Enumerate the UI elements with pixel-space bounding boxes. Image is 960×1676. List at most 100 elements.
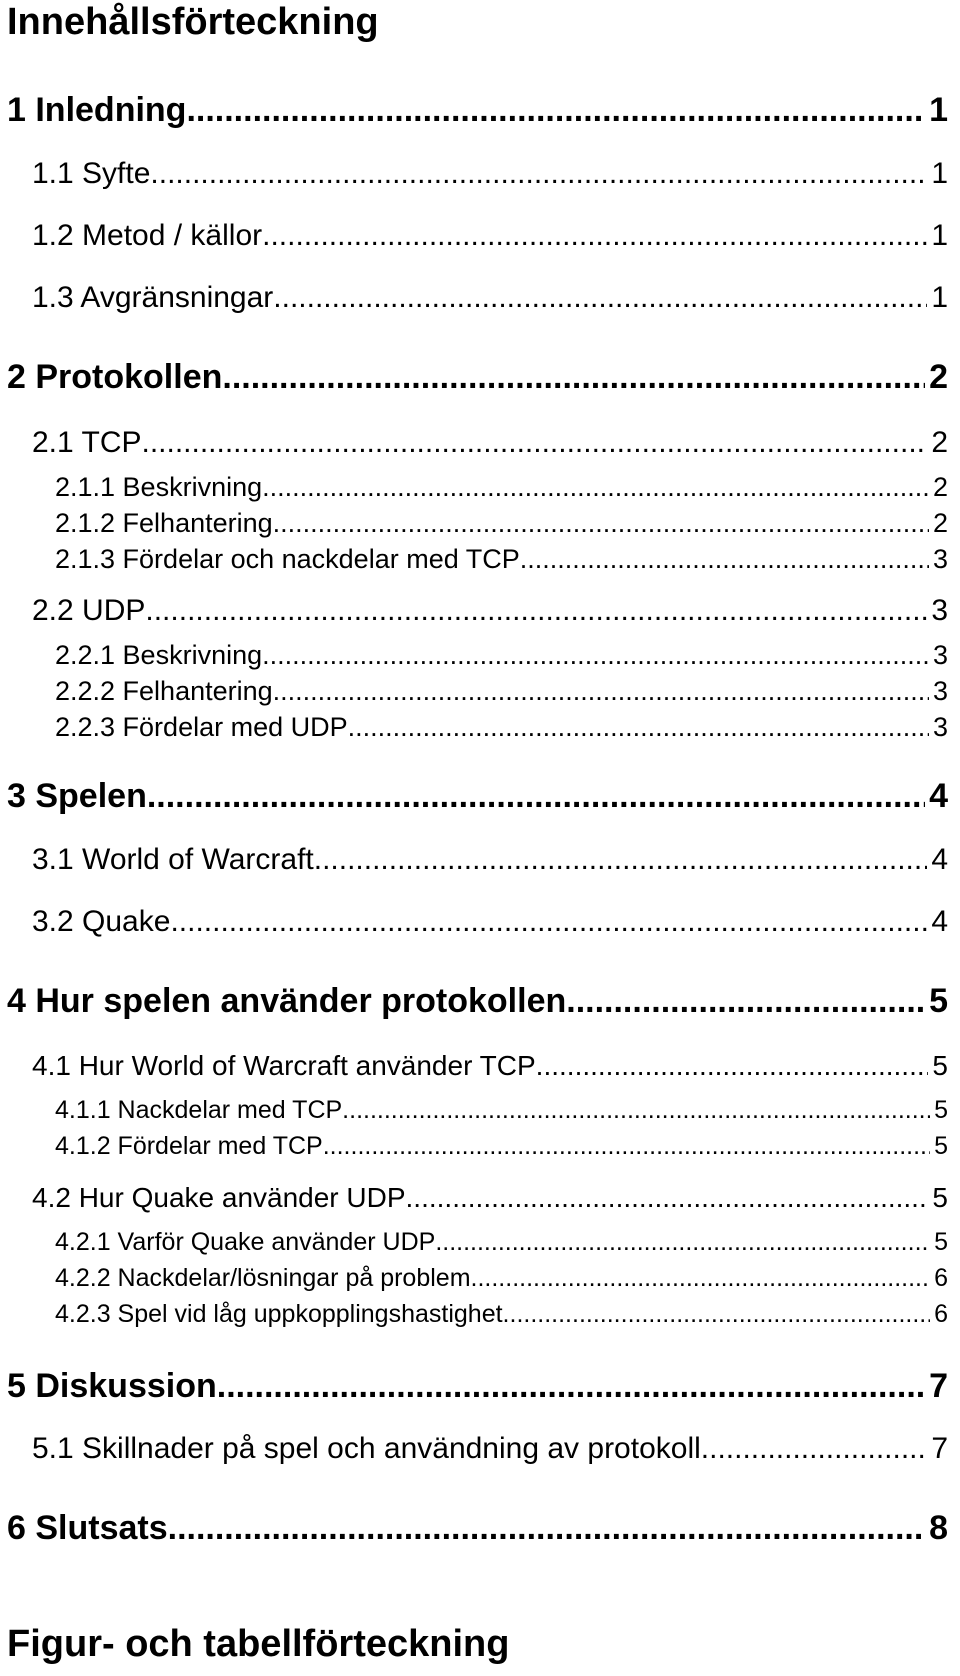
toc-entry-page: 2 [932,508,948,538]
toc-leader-dots [222,357,925,397]
toc-entry-label: 5.1 Skillnader på spel och användning av… [32,1432,701,1465]
toc-leader-dots [142,425,928,461]
toc-leader-dots [273,507,929,539]
toc-leader-dots [314,842,928,878]
toc-entry-label: 2.1.1 Beskrivning [55,472,263,502]
toc-entry-page: 7 [931,1432,948,1465]
toc-entry-page: 2 [929,358,948,396]
toc-leader-dots [406,1181,929,1215]
toc-entry-label: 1.1 Syfte [32,157,151,190]
toc-entry-page: 7 [929,1367,948,1405]
toc-entry[interactable]: 1 Inledning 1 [7,90,948,130]
toc-entry[interactable]: 1.1 Syfte 1 [32,156,948,192]
toc-entry[interactable]: 4.2.2 Nackdelar/lösningar på problem 6 [55,1263,948,1293]
toc-entry-label: 4.1.1 Nackdelar med TCP [55,1096,343,1124]
toc-leader-dots [186,90,925,130]
toc-entry[interactable]: 4.1.1 Nackdelar med TCP 5 [55,1095,948,1125]
toc-entry-label: 3 Spelen [7,777,147,815]
toc-leader-dots [262,218,927,254]
toc-entry-page: 5 [934,1228,948,1256]
toc-leader-dots [262,639,929,671]
toc-entry[interactable]: 2.1.1 Beskrivning 2 [55,471,948,503]
toc-entry[interactable]: 2.2.3 Fördelar med UDP 3 [55,711,948,743]
toc-leader-dots [536,1049,929,1083]
toc-entry-page: 4 [931,843,948,876]
toc-entry[interactable]: 3.2 Quake 4 [32,904,948,940]
toc-entry-page: 3 [931,594,948,627]
toc-entry-page: 3 [932,712,948,742]
toc-entry[interactable]: 2.2.1 Beskrivning 3 [55,639,948,671]
toc-entry-label: 4.2.1 Varför Quake använder UDP [55,1228,436,1256]
toc-entry[interactable]: 3 Spelen 4 [7,776,948,816]
figures-heading: Figur- och tabellförteckning [7,1623,510,1665]
toc-entry-label: 6 Slutsats [7,1509,168,1547]
toc-leader-dots [273,280,927,316]
toc-entry-page: 8 [929,1509,948,1547]
toc-entry-label: 2.2.3 Fördelar med UDP [55,712,348,742]
toc-entry-label: 4.1 Hur World of Warcraft använder TCP [32,1050,536,1081]
toc-entry-page: 2 [931,426,948,459]
toc-entry-page: 3 [932,640,948,670]
toc-entry[interactable]: 1.3 Avgränsningar 1 [32,280,948,316]
toc-entry[interactable]: 3.1 World of Warcraft 4 [32,842,948,878]
toc-entry-page: 5 [934,1132,948,1160]
toc-entry-page: 5 [932,1182,948,1213]
toc-entry-label: 2.2 UDP [32,594,146,627]
toc-leader-dots [503,1299,931,1329]
toc-leader-dots [323,1131,930,1161]
toc-heading: Innehållsförteckning [7,1,379,43]
toc-entry-label: 4.2.3 Spel vid låg uppkopplingshastighet [55,1300,503,1328]
toc-entry-page: 4 [931,905,948,938]
toc-entry-label: 4.2 Hur Quake använder UDP [32,1182,406,1213]
toc-entry-page: 1 [931,157,948,190]
toc-entry-label: 3.1 World of Warcraft [32,843,314,876]
toc-entry-page: 1 [931,219,948,252]
toc-leader-dots [566,981,925,1021]
toc-entry[interactable]: 4.1 Hur World of Warcraft använder TCP 5 [32,1049,948,1083]
toc-entry-label: 2.2.1 Beskrivning [55,640,263,670]
toc-leader-dots [471,1263,931,1293]
toc-entry[interactable]: 4 Hur spelen använder protokollen 5 [7,981,948,1021]
toc-leader-dots [168,1508,925,1548]
toc-entry-label: 1.2 Metod / källor [32,219,263,252]
toc-entry-label: 2.1.2 Felhantering [55,508,273,538]
toc-entry-label: 2.2.2 Felhantering [55,676,273,706]
toc-entry[interactable]: 5 Diskussion 7 [7,1366,948,1406]
toc-leader-dots [520,543,929,575]
toc-entry-page: 1 [929,91,948,129]
toc-entry[interactable]: 2 Protokollen 2 [7,357,948,397]
toc-entry-page: 6 [934,1264,948,1292]
toc-leader-dots [150,156,927,192]
toc-entry-label: 1 Inledning [7,91,187,129]
toc-entry[interactable]: 4.2.3 Spel vid låg uppkopplingshastighet… [55,1299,948,1329]
toc-leader-dots [262,471,929,503]
toc-entry-page: 3 [932,676,948,706]
toc-entry[interactable]: 5.1 Skillnader på spel och användning av… [32,1431,948,1467]
toc-leader-dots [217,1366,925,1406]
toc-leader-dots [273,675,929,707]
toc-entry-page: 1 [931,281,948,314]
toc-entry-label: 4.1.2 Fördelar med TCP [55,1132,323,1160]
toc-leader-dots [145,593,927,629]
toc-entry-page: 5 [929,982,948,1020]
toc-entry[interactable]: 2.1 TCP 2 [32,425,948,461]
toc-entry-label: 2.1.3 Fördelar och nackdelar med TCP [55,544,520,574]
toc-entry-label: 1.3 Avgränsningar [32,281,274,314]
toc-entry-label: 5 Diskussion [7,1367,217,1405]
toc-entry[interactable]: 2.2 UDP 3 [32,593,948,629]
toc-leader-dots [701,1431,928,1467]
toc-entry[interactable]: 2.1.2 Felhantering 2 [55,507,948,539]
toc-entry[interactable]: 2.2.2 Felhantering 3 [55,675,948,707]
toc-leader-dots [435,1227,930,1257]
toc-entry-page: 2 [932,472,948,502]
toc-entry[interactable]: 4.2.1 Varför Quake använder UDP 5 [55,1227,948,1257]
toc-entry[interactable]: 4.1.2 Fördelar med TCP 5 [55,1131,948,1161]
toc-entry[interactable]: 4.2 Hur Quake använder UDP 5 [32,1181,948,1215]
toc-entry[interactable]: 1.2 Metod / källor 1 [32,218,948,254]
toc-entry-label: 2 Protokollen [7,358,223,396]
toc-leader-dots [348,711,929,743]
toc-entry-label: 2.1 TCP [32,426,142,459]
toc-entry[interactable]: 2.1.3 Fördelar och nackdelar med TCP 3 [55,543,948,575]
toc-entry[interactable]: 6 Slutsats 8 [7,1508,948,1548]
toc-entry-label: 4 Hur spelen använder protokollen [7,982,567,1020]
